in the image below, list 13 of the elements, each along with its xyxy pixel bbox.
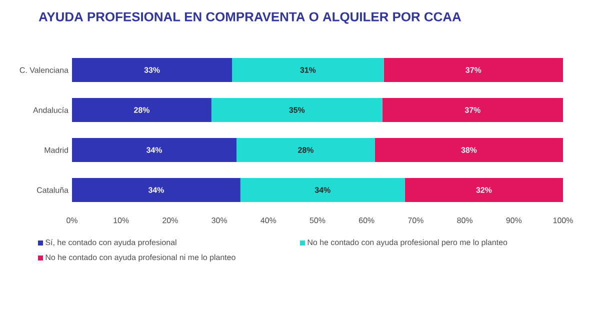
bar xyxy=(211,98,382,122)
bar xyxy=(384,58,564,82)
bar xyxy=(232,58,384,82)
bar xyxy=(72,178,240,202)
bar xyxy=(72,58,232,82)
bar xyxy=(72,138,236,162)
bar xyxy=(240,178,405,202)
bar xyxy=(236,138,375,162)
bar xyxy=(382,98,564,122)
bar xyxy=(72,98,212,122)
chart-title: AYUDA PROFESIONAL EN COMPRAVENTA O ALQUILER POR CCAA xyxy=(38,12,462,24)
bar xyxy=(404,178,564,202)
bar xyxy=(374,138,564,162)
